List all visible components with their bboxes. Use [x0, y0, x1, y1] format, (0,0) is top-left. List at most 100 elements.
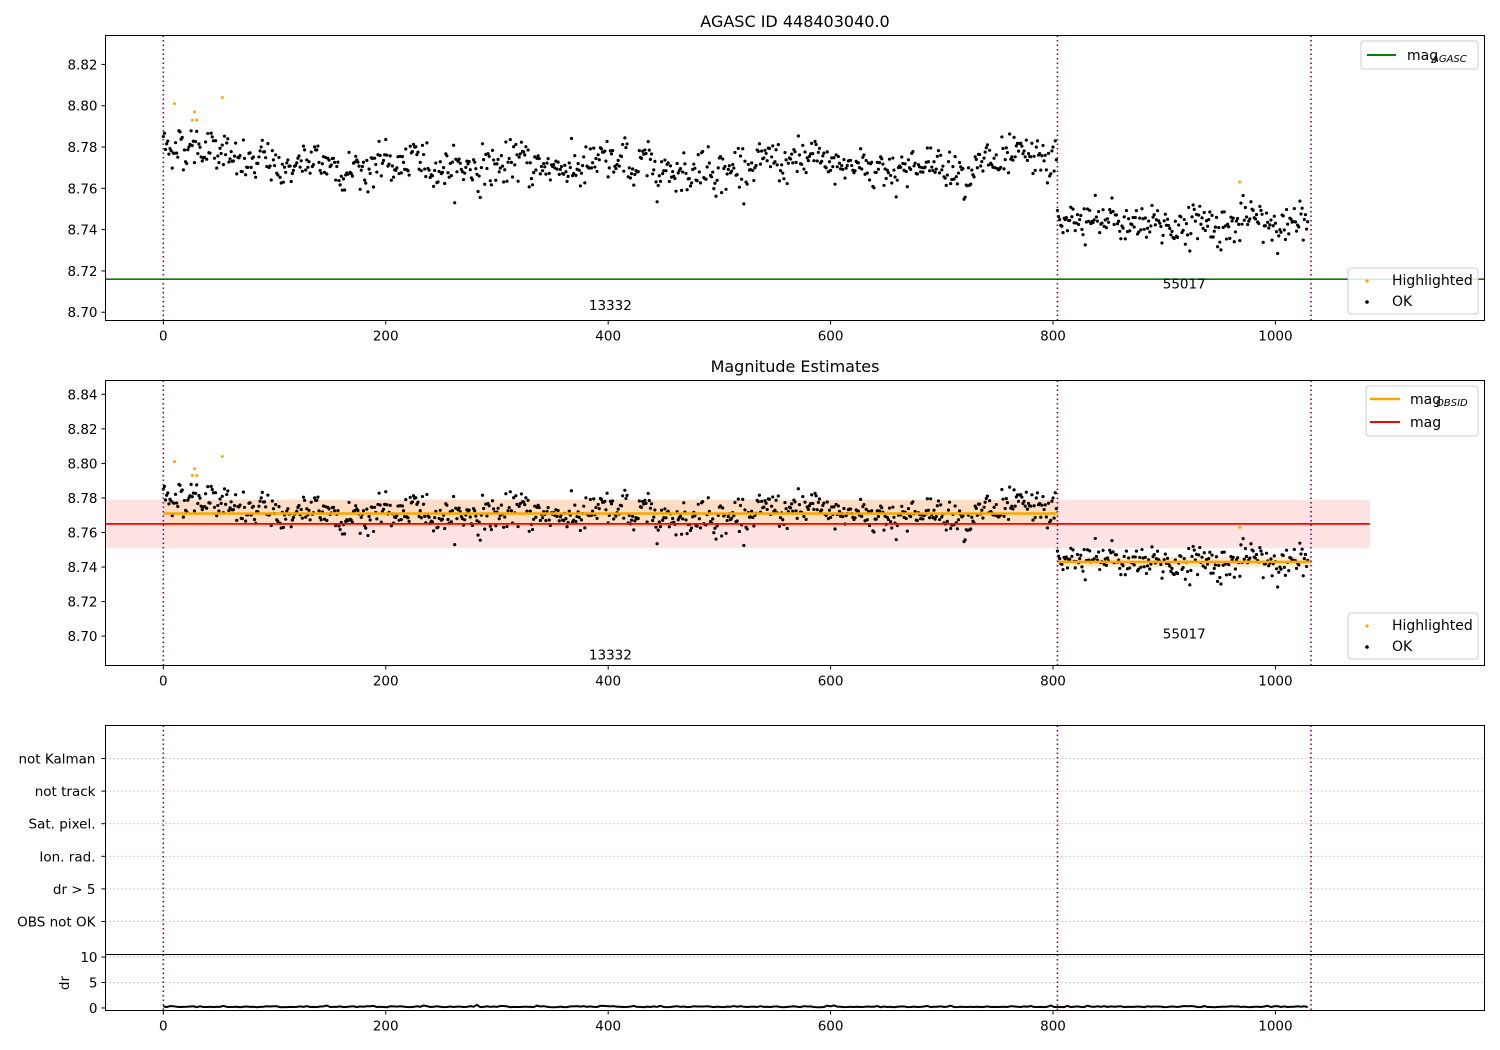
ok-point — [676, 171, 680, 175]
ok-point — [760, 149, 764, 153]
ok-point — [502, 180, 506, 184]
ok-point — [685, 188, 689, 192]
ok-point — [652, 168, 656, 172]
ok-point — [1219, 248, 1223, 252]
ok-point — [503, 515, 507, 519]
ok-point — [367, 167, 371, 171]
ok-point — [577, 515, 581, 519]
ok-point — [763, 148, 767, 152]
ok-point — [182, 498, 187, 503]
ok-point — [1201, 226, 1205, 230]
ok-point — [645, 174, 649, 178]
ok-point — [1271, 224, 1275, 228]
ok-point — [1011, 158, 1015, 162]
ok-point — [1071, 207, 1075, 211]
ok-point — [394, 168, 398, 172]
ok-point — [266, 493, 270, 497]
ok-point — [335, 164, 339, 169]
ok-point — [1038, 151, 1042, 156]
ok-point — [408, 144, 412, 148]
ok-point — [1254, 552, 1259, 557]
ok-point — [926, 508, 931, 512]
ok-point — [721, 506, 725, 510]
ok-point — [504, 492, 508, 496]
ok-point — [590, 161, 595, 165]
ok-point — [1237, 222, 1241, 226]
ok-point — [1049, 518, 1053, 522]
ok-point — [892, 515, 896, 519]
ok-point — [1158, 221, 1162, 225]
ok-point — [231, 159, 235, 163]
ok-point — [1214, 215, 1219, 219]
ok-point — [582, 155, 586, 159]
ok-point — [488, 179, 492, 183]
ok-point — [1272, 214, 1276, 218]
ok-point — [760, 499, 764, 503]
ok-point — [1283, 573, 1288, 577]
highlighted-point — [1238, 525, 1242, 529]
ok-point — [781, 518, 785, 522]
ok-point — [555, 167, 559, 171]
ok-point — [1111, 209, 1115, 214]
ok-point — [605, 491, 609, 495]
ok-point — [308, 518, 312, 522]
ok-point — [219, 501, 223, 505]
ok-point — [616, 507, 620, 511]
ok-point — [334, 178, 338, 182]
ok-point — [198, 496, 202, 500]
ok-point — [1031, 171, 1035, 176]
ok-point — [887, 506, 892, 510]
ok-point — [678, 514, 683, 518]
ok-point — [737, 185, 741, 189]
ok-point — [604, 508, 608, 512]
ok-point — [1005, 500, 1010, 505]
ok-point — [210, 135, 214, 139]
ok-point — [1050, 499, 1054, 503]
ok-point — [1023, 155, 1027, 159]
ok-point — [675, 161, 679, 166]
ok-point — [371, 185, 376, 189]
ok-point — [981, 516, 985, 520]
ok-point — [900, 504, 904, 508]
ok-point — [244, 519, 248, 523]
ok-point — [327, 507, 331, 511]
ok-point — [986, 163, 991, 167]
ok-point — [193, 491, 198, 496]
ok-point — [358, 187, 362, 191]
ok-point — [206, 484, 210, 489]
ok-point — [545, 161, 549, 165]
ok-point — [538, 172, 542, 176]
ok-point — [1127, 556, 1131, 560]
ok-point — [504, 140, 508, 144]
ok-point — [982, 156, 986, 160]
ok-point — [210, 487, 214, 492]
ok-point — [480, 142, 485, 146]
ok-point — [689, 181, 694, 185]
ok-point — [1080, 227, 1084, 231]
ok-point — [1025, 507, 1030, 511]
ok-point — [325, 518, 329, 523]
ok-point — [516, 179, 520, 183]
ok-point — [1270, 574, 1274, 578]
ok-point — [343, 188, 347, 192]
ok-point — [832, 156, 836, 160]
ok-point — [453, 201, 457, 205]
ok-point — [727, 164, 731, 168]
x-tick-label: 800 — [1040, 329, 1066, 345]
ok-point — [445, 154, 449, 158]
ok-point — [332, 509, 337, 513]
ok-point — [476, 189, 480, 194]
ok-point — [1188, 249, 1192, 253]
ok-point — [1145, 226, 1150, 230]
ok-point — [476, 533, 480, 537]
ok-point — [931, 168, 935, 173]
ok-point — [270, 149, 274, 153]
ok-point — [671, 516, 675, 521]
ok-point — [1051, 145, 1055, 149]
ok-point — [1143, 555, 1147, 559]
ok-point — [664, 169, 668, 173]
ok-point — [777, 524, 782, 528]
ok-point — [1298, 199, 1302, 203]
ok-point — [706, 145, 710, 149]
ok-point — [254, 175, 258, 179]
